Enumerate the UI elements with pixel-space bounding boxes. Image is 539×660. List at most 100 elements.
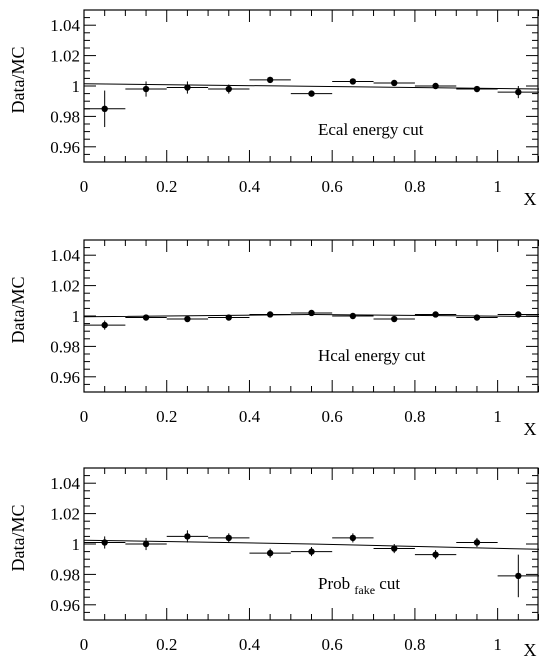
x-tick-label: 0 bbox=[80, 177, 89, 196]
data-marker bbox=[349, 312, 357, 320]
data-point bbox=[414, 82, 457, 90]
data-marker bbox=[515, 88, 522, 96]
x-axis-label: X bbox=[524, 640, 537, 660]
data-point bbox=[208, 533, 250, 543]
data-marker bbox=[142, 540, 150, 548]
panel-annotation: Prob fake cut bbox=[318, 574, 400, 597]
x-tick-label: 0.8 bbox=[404, 635, 425, 654]
data-marker bbox=[391, 545, 398, 552]
y-axis-label: Data/MC bbox=[8, 47, 28, 114]
data-point bbox=[290, 309, 333, 317]
data-point bbox=[249, 76, 291, 84]
data-marker bbox=[391, 79, 398, 87]
data-marker bbox=[515, 311, 522, 318]
data-point bbox=[84, 90, 126, 128]
data-marker bbox=[349, 78, 357, 85]
data-point bbox=[249, 311, 291, 318]
data-point bbox=[373, 544, 415, 554]
panel-2: 0 0.2 0.4 0.6 0.8 1 0.96 0.98 1 1.02 1.04 X Data/MC H… bbox=[8, 239, 539, 439]
data-marker bbox=[432, 82, 439, 90]
data-point bbox=[414, 311, 457, 318]
data-point bbox=[125, 537, 167, 551]
data-marker bbox=[308, 309, 315, 317]
annotation-subscript: fake bbox=[354, 583, 375, 597]
x-tick-label: 0.6 bbox=[322, 177, 343, 196]
y-tick-label: 1 bbox=[72, 535, 81, 554]
data-marker bbox=[184, 533, 191, 540]
x-tick-label: 1 bbox=[493, 407, 502, 426]
data-point bbox=[166, 81, 209, 94]
x-tick-label: 0.2 bbox=[156, 407, 177, 426]
data-marker bbox=[515, 572, 522, 580]
y-tick-label: 1 bbox=[72, 77, 81, 96]
y-tick-label: 0.98 bbox=[50, 337, 80, 356]
x-tick-label: 1 bbox=[493, 635, 502, 654]
y-tick-label: 0.96 bbox=[50, 596, 80, 615]
data-point bbox=[373, 315, 415, 323]
data-marker bbox=[266, 76, 274, 84]
data-marker bbox=[432, 311, 439, 318]
data-marker bbox=[473, 314, 481, 321]
data-marker bbox=[349, 534, 357, 542]
x-tick-label: 0.4 bbox=[239, 177, 261, 196]
data-point bbox=[332, 533, 374, 543]
data-marker bbox=[308, 90, 315, 97]
fit-line bbox=[83, 539, 539, 550]
y-tick-label: 1.02 bbox=[50, 505, 80, 524]
x-tick-label: 1 bbox=[493, 177, 502, 196]
data-point bbox=[497, 86, 539, 99]
x-tick-label: 0.6 bbox=[322, 407, 343, 426]
x-tick-label: 0.8 bbox=[404, 177, 425, 196]
y-tick-label: 1.04 bbox=[50, 16, 80, 35]
data-marker bbox=[391, 315, 398, 323]
data-marker bbox=[308, 548, 315, 555]
annotation-main: Prob bbox=[318, 574, 354, 593]
data-marker bbox=[142, 314, 150, 321]
data-marker bbox=[184, 315, 191, 323]
data-point bbox=[332, 312, 374, 320]
data-marker bbox=[101, 321, 108, 329]
y-tick-label: 1.04 bbox=[50, 474, 80, 493]
data-point bbox=[84, 536, 126, 549]
x-tick-label: 0.6 bbox=[322, 635, 343, 654]
data-marker bbox=[225, 534, 232, 542]
x-tick-label: 0.4 bbox=[239, 635, 261, 654]
data-point bbox=[249, 548, 291, 558]
data-marker bbox=[266, 549, 274, 557]
data-marker bbox=[101, 539, 108, 546]
data-point bbox=[373, 79, 415, 87]
panel-1: 0 0.2 0.4 0.6 0.8 1 0.96 0.98 1 1.02 1.04 X Data/MC E… bbox=[8, 9, 539, 209]
annotation-tail: cut bbox=[375, 574, 400, 593]
data-point bbox=[208, 84, 250, 94]
x-tick-label: 0 bbox=[80, 407, 89, 426]
data-marker bbox=[184, 84, 191, 91]
data-point bbox=[166, 315, 209, 323]
data-point bbox=[166, 530, 209, 543]
data-point bbox=[497, 311, 539, 318]
x-axis-label: X bbox=[524, 419, 537, 439]
panel-annotation: Ecal energy cut bbox=[318, 120, 424, 139]
data-marker bbox=[266, 311, 274, 318]
x-tick-label: 0.4 bbox=[239, 407, 261, 426]
data-point bbox=[125, 314, 167, 321]
panel-3: 0 0.2 0.4 0.6 0.8 1 0.96 0.98 1 1.02 1.04 X Data/MC P… bbox=[8, 467, 539, 660]
data-marker bbox=[225, 85, 232, 93]
data-point bbox=[456, 85, 498, 93]
x-tick-label: 0 bbox=[80, 635, 89, 654]
y-tick-label: 0.98 bbox=[50, 107, 80, 126]
data-point bbox=[125, 81, 167, 97]
data-marker bbox=[101, 105, 108, 113]
y-tick-label: 1.02 bbox=[50, 277, 80, 296]
panel-annotation: Hcal energy cut bbox=[318, 346, 426, 365]
data-point bbox=[456, 314, 498, 321]
data-marker bbox=[473, 539, 481, 546]
y-tick-label: 1.04 bbox=[50, 246, 80, 265]
data-point bbox=[208, 314, 250, 321]
data-marker bbox=[142, 85, 150, 93]
data-point bbox=[332, 78, 374, 85]
fit-line bbox=[83, 83, 539, 90]
data-point bbox=[456, 537, 498, 548]
data-point bbox=[290, 90, 333, 97]
y-axis-label: Data/MC bbox=[8, 505, 28, 572]
